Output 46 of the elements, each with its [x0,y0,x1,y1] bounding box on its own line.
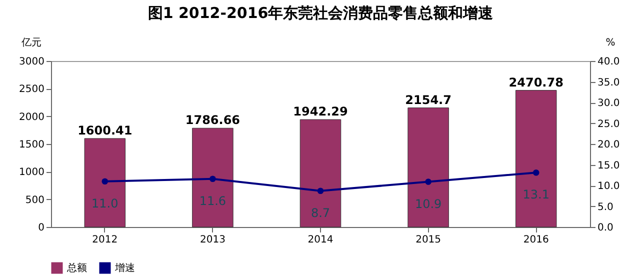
y-tick-label: 1000 [19,167,44,178]
bar [192,128,234,228]
x-tick-label: 2013 [200,234,226,246]
y2-tick-label: 35.0 [598,77,620,88]
point [425,178,432,185]
bar [408,108,449,228]
legend-label: 增速 [114,262,135,274]
y2-tick-label: 40.0 [598,56,620,68]
data-label: 1786.66 [185,113,240,128]
data-label: 2470.78 [508,75,564,90]
y2-tick-label: 20.0 [598,140,620,150]
y2-tick-label: 10.0 [598,181,620,192]
y2-tick-label: 5.0 [598,202,614,213]
y-tick-label: 0 [38,222,44,234]
data-label: 1600.41 [78,123,132,138]
y2-axis-title: % [606,38,616,48]
x-tick-label: 2012 [92,234,118,246]
legend-label: 总额 [66,262,87,274]
point [102,178,108,185]
data-label: 2154.7 [405,92,452,107]
y-tick-label: 500 [25,194,44,206]
chart-title: 图1 2012-2016年东莞社会消费品零售总额和增速 [148,4,494,22]
data-label: 10.9 [414,196,442,211]
y-tick-label: 1500 [19,140,44,150]
x-tick-label: 2016 [523,234,549,246]
data-label: 13.1 [522,188,550,202]
point [210,176,216,182]
y2-tick-label: 15.0 [598,160,620,172]
bar [515,90,557,228]
point [317,188,324,194]
y2-tick-label: 30.0 [598,98,620,109]
data-label: 1942.29 [293,104,348,119]
y2-tick-label: 25.0 [598,118,620,130]
point [532,169,540,176]
y-tick-label: 3000 [19,56,44,68]
y-axis-title: 亿元 [20,38,42,48]
y2-tick-label: 0.0 [598,222,614,234]
x-tick-label: 2014 [308,234,334,246]
bar [84,138,126,228]
bar [300,119,342,228]
data-label: 11.0 [92,196,118,210]
data-label: 11.6 [199,194,226,208]
data-label: 8.7 [310,206,330,220]
y-tick-label: 2500 [19,84,44,96]
y-tick-label: 2000 [19,112,44,123]
x-tick-label: 2015 [416,234,442,246]
